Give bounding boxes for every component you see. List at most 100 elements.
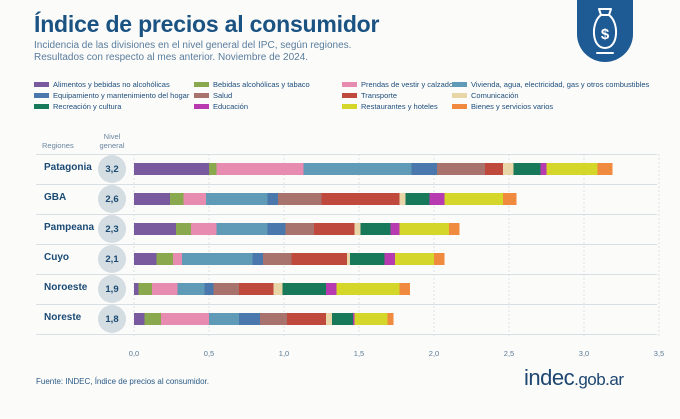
bar-gba-prendas-de-vestir-y-calzado: [183, 193, 206, 205]
bar-gba-bienes-y-servicios-varios: [503, 193, 517, 205]
brand-name: indec: [524, 365, 575, 390]
legend-label: Alimentos y bebidas no alcohólicas: [53, 80, 170, 89]
bar-pampeana-salud: [285, 223, 314, 235]
bar-pampeana-educacion: [390, 223, 400, 235]
legend-label: Salud: [213, 91, 233, 100]
legend-swatch: [194, 104, 209, 109]
bar-patagonia-vivienda-agua-electricidad-gas-y-otros-combustibles: [303, 163, 412, 175]
region-label-cuyo: Cuyo: [44, 252, 69, 263]
legend-swatch: [34, 104, 49, 109]
region-label-noroeste: Noroeste: [44, 282, 88, 293]
row-separator: [36, 274, 657, 275]
x-tick-label: 3,5: [654, 349, 664, 358]
bar-noreste-transporte: [287, 313, 326, 325]
bar-noroeste-restaurantes-y-hoteles: [336, 283, 400, 295]
legend-item-comunicacion: Comunicación: [452, 91, 519, 100]
general-level-badge: 2,1: [98, 245, 126, 273]
bar-patagonia-bebidas-alcoholicas-y-tabaco: [209, 163, 217, 175]
bar-noroeste-recreacion-y-cultura: [282, 283, 326, 295]
bar-gba-equipamiento-y-mantenimiento-del-hogar: [267, 193, 278, 205]
bar-pampeana-vivienda-agua-electricidad-gas-y-otros-combustibles: [216, 223, 268, 235]
subtitle-line-2: Resultados con respecto al mes anterior.…: [34, 51, 309, 63]
region-label-patagonia: Patagonia: [44, 162, 92, 173]
legend-swatch: [34, 82, 49, 87]
bar-patagonia-comunicacion: [503, 163, 514, 175]
bar-noreste-salud: [260, 313, 287, 325]
bar-pampeana-bienes-y-servicios-varios: [449, 223, 460, 235]
bar-patagonia-salud: [437, 163, 485, 175]
legend-swatch: [452, 104, 467, 109]
legend-swatch: [194, 93, 209, 98]
x-tick-label: 2,5: [504, 349, 514, 358]
bar-noreste-vivienda-agua-electricidad-gas-y-otros-combustibles: [209, 313, 239, 325]
row-separator: [36, 304, 657, 305]
bar-pampeana-alimentos-y-bebidas-no-alcoholicas: [134, 223, 176, 235]
bar-noroeste-salud: [213, 283, 239, 295]
subtitle: Incidencia de las divisiones en el nivel…: [34, 40, 351, 63]
row-separator: [36, 334, 657, 335]
legend-label: Restaurantes y hoteles: [361, 102, 438, 111]
bar-cuyo-bienes-y-servicios-varios: [434, 253, 445, 265]
general-level-badge: 3,2: [98, 155, 126, 183]
bar-cuyo-educacion: [384, 253, 395, 265]
chart-legend: Alimentos y bebidas no alcohólicas Bebida…: [34, 80, 674, 140]
bar-gba-restaurantes-y-hoteles: [444, 193, 503, 205]
legend-item-vivienda-agua-electricidad-gas-y-otros-combustibles: Vivienda, agua, electricidad, gas y otro…: [452, 80, 649, 89]
bar-gba-educacion: [429, 193, 445, 205]
bar-gba-salud: [278, 193, 322, 205]
legend-item-alimentos-y-bebidas-no-alcoholicas: Alimentos y bebidas no alcohólicas: [34, 80, 170, 89]
general-level-badge: 2,6: [98, 185, 126, 213]
bar-cuyo-comunicacion: [347, 253, 350, 265]
bar-noreste-equipamiento-y-mantenimiento-del-hogar: [239, 313, 260, 325]
bar-pampeana-restaurantes-y-hoteles: [399, 223, 449, 235]
legend-label: Recreación y cultura: [53, 102, 122, 111]
legend-item-recreacion-y-cultura: Recreación y cultura: [34, 102, 121, 111]
bar-patagonia-educacion: [540, 163, 547, 175]
legend-label: Bebidas alcohólicas y tabaco: [213, 80, 310, 89]
page-title: Índice de precios al consumidor: [34, 11, 380, 37]
x-tick-label: 0,0: [129, 349, 139, 358]
legend-swatch: [342, 82, 357, 87]
bar-noreste-comunicacion: [326, 313, 332, 325]
bar-noreste-restaurantes-y-hoteles: [354, 313, 388, 325]
legend-label: Prendas de vestir y calzado: [361, 80, 454, 89]
legend-item-bebidas-alcoholicas-y-tabaco: Bebidas alcohólicas y tabaco: [194, 80, 310, 89]
legend-label: Transporte: [361, 91, 397, 100]
bar-cuyo-transporte: [291, 253, 347, 265]
logo-badge: $: [577, 0, 633, 62]
bar-noroeste-comunicacion: [273, 283, 283, 295]
legend-item-prendas-de-vestir-y-calzado: Prendas de vestir y calzado: [342, 80, 453, 89]
row-separator: [36, 154, 657, 155]
bar-pampeana-equipamiento-y-mantenimiento-del-hogar: [267, 223, 286, 235]
bar-noroeste-vivienda-agua-electricidad-gas-y-otros-combustibles: [177, 283, 205, 295]
legend-swatch: [452, 93, 467, 98]
region-label-noreste: Noreste: [44, 312, 82, 323]
legend-item-transporte: Transporte: [342, 91, 397, 100]
bar-noroeste-transporte: [239, 283, 274, 295]
bar-cuyo-prendas-de-vestir-y-calzado: [173, 253, 182, 265]
bar-cuyo-vivienda-agua-electricidad-gas-y-otros-combustibles: [182, 253, 253, 265]
row-separator: [36, 184, 657, 185]
legend-label: Comunicación: [471, 91, 519, 100]
bar-patagonia-recreacion-y-cultura: [513, 163, 541, 175]
general-level-badge: 1,9: [98, 275, 126, 303]
legend-item-salud: Salud: [194, 91, 232, 100]
legend-swatch: [452, 82, 467, 87]
bar-pampeana-comunicacion: [354, 223, 361, 235]
bar-patagonia-alimentos-y-bebidas-no-alcoholicas: [134, 163, 209, 175]
bar-cuyo-restaurantes-y-hoteles: [395, 253, 434, 265]
legend-swatch: [342, 93, 357, 98]
x-tick-label: 1,5: [354, 349, 364, 358]
bar-patagonia-bienes-y-servicios-varios: [597, 163, 613, 175]
legend-swatch: [34, 93, 49, 98]
legend-item-restaurantes-y-hoteles: Restaurantes y hoteles: [342, 102, 438, 111]
bar-cuyo-alimentos-y-bebidas-no-alcoholicas: [134, 253, 157, 265]
brand-domain: .gob.ar: [574, 370, 624, 389]
bar-cuyo-recreacion-y-cultura: [350, 253, 385, 265]
bar-noroeste-equipamiento-y-mantenimiento-del-hogar: [204, 283, 214, 295]
bar-noroeste-bebidas-alcoholicas-y-tabaco: [138, 283, 152, 295]
bar-gba-vivienda-agua-electricidad-gas-y-otros-combustibles: [206, 193, 268, 205]
bar-noroeste-prendas-de-vestir-y-calzado: [152, 283, 178, 295]
region-label-pampeana: Pampeana: [44, 222, 95, 233]
